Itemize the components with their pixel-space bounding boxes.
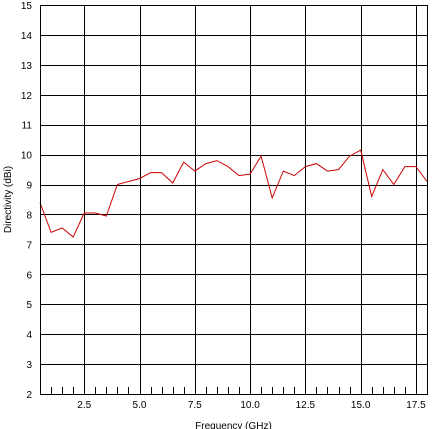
plot-frame bbox=[40, 5, 428, 395]
x-tick-label: 17.5 bbox=[406, 400, 426, 411]
y-tick-label: 2 bbox=[26, 390, 32, 401]
x-tick-label: 5.0 bbox=[133, 400, 147, 411]
x-tick-label: 12.5 bbox=[296, 400, 316, 411]
y-tick-label: 6 bbox=[26, 270, 32, 281]
x-tick-labels: 2.5 5.0 7.5 10.0 12.5 15.0 17.5 bbox=[77, 400, 426, 411]
x-axis-title: Frequency (GHz) bbox=[195, 421, 272, 429]
y-tick-label: 11 bbox=[22, 121, 33, 132]
y-tick-label: 7 bbox=[26, 240, 32, 251]
y-tick-label: 10 bbox=[21, 151, 33, 162]
x-tick-label: 2.5 bbox=[77, 400, 91, 411]
series-line bbox=[39, 149, 428, 238]
x-tick-label: 15.0 bbox=[351, 400, 371, 411]
y-tick-label: 3 bbox=[26, 360, 32, 371]
x-tick-label: 7.5 bbox=[188, 400, 202, 411]
minor-tick-layer bbox=[51, 387, 428, 394]
grid-layer bbox=[40, 5, 427, 395]
y-tick-label: 4 bbox=[26, 330, 32, 341]
y-tick-labels: 2 3 4 5 6 7 8 9 10 11 12 13 14 15 bbox=[21, 1, 33, 401]
x-tick-label: 10.0 bbox=[240, 400, 260, 411]
series-layer bbox=[39, 149, 428, 238]
y-tick-label: 13 bbox=[21, 61, 33, 72]
y-tick-label: 12 bbox=[21, 91, 33, 102]
y-tick-label: 15 bbox=[21, 1, 33, 12]
y-tick-label: 8 bbox=[26, 210, 32, 221]
y-tick-label: 9 bbox=[26, 181, 32, 192]
y-tick-label: 14 bbox=[21, 31, 33, 42]
y-tick-label: 5 bbox=[26, 300, 32, 311]
y-axis-title: Directivity (dBi) bbox=[3, 166, 14, 233]
